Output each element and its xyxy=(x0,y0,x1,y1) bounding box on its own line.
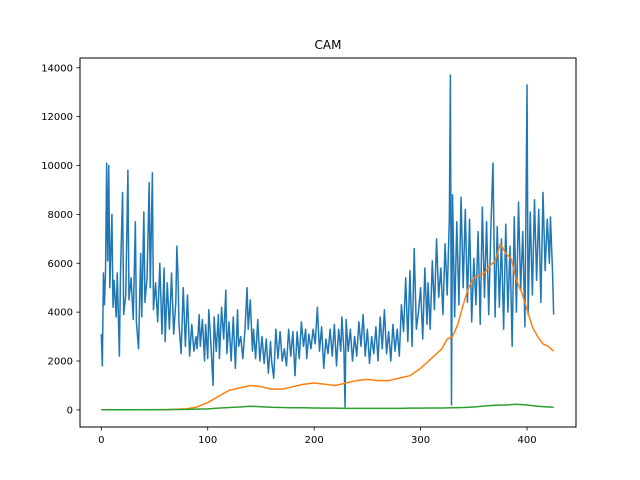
x-tick-label: 100 xyxy=(198,435,217,446)
x-tick-label: 300 xyxy=(411,435,430,446)
y-tick-label: 0 xyxy=(67,405,73,416)
chart-title: CAM xyxy=(315,38,342,52)
y-tick-label: 10000 xyxy=(41,161,73,172)
plot-frame xyxy=(79,57,577,428)
x-tick-label: 200 xyxy=(305,435,324,446)
plot-area xyxy=(100,74,555,411)
x-axis: 0 100 200 300 400 xyxy=(98,427,537,446)
y-tick-label: 8000 xyxy=(48,210,73,221)
y-tick-label: 6000 xyxy=(48,259,73,270)
x-tick-label: 400 xyxy=(517,435,536,446)
series-line-2 xyxy=(101,242,555,411)
series-line-1 xyxy=(100,74,555,409)
x-tick-label: 0 xyxy=(98,435,104,446)
y-tick-label: 4000 xyxy=(48,308,73,319)
y-tick-label: 2000 xyxy=(48,357,73,368)
y-tick-label: 14000 xyxy=(41,63,73,74)
series-line-3 xyxy=(101,403,554,411)
y-tick-label: 12000 xyxy=(41,112,73,123)
y-axis: 0 2000 4000 6000 8000 10000 12000 14000 xyxy=(41,63,80,416)
